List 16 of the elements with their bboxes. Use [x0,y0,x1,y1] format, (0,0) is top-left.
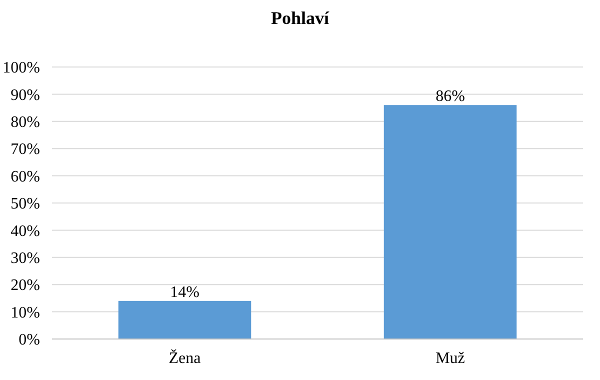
chart-title: Pohlaví [270,8,330,28]
y-tick-label: 0% [18,332,40,349]
y-tick-label: 100% [2,60,40,77]
y-tick-label: 90% [10,86,40,104]
data-label: 14% [170,284,200,301]
y-tick-label: 70% [10,141,40,158]
y-tick-label: 10% [10,304,40,322]
x-tick-label: Žena [168,349,201,367]
y-tick-label: 40% [10,222,40,240]
y-tick-label: 50% [10,196,40,213]
y-tick-label: 20% [10,277,40,294]
y-tick-label: 30% [10,250,40,267]
x-tick-label: Muž [436,350,465,367]
data-label: 86% [436,88,465,106]
y-tick-label: 60% [10,168,40,186]
y-tick-label: 80% [10,114,40,131]
